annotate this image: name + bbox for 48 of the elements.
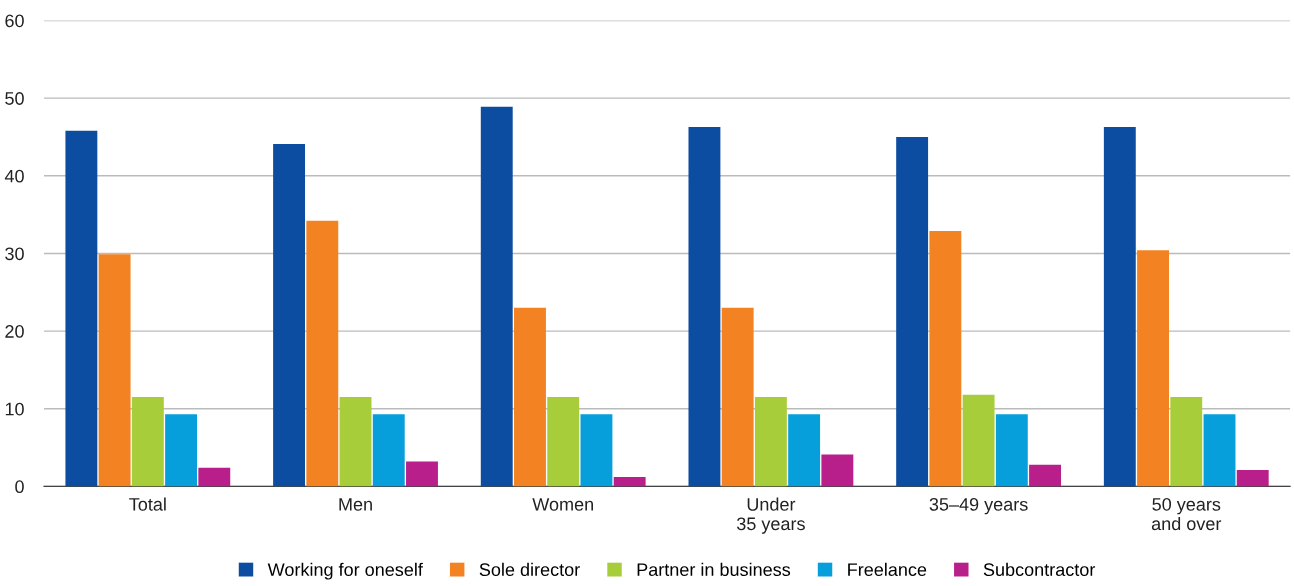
bar [514,307,546,487]
x-tick-label: Men [339,498,372,511]
legend-label: Sole director [479,562,580,577]
bar [273,143,306,487]
y-tick-label: 10 [5,402,24,416]
bar [721,307,754,487]
bar [788,414,821,487]
bar [1029,464,1061,487]
bar [995,414,1028,487]
bar [1170,397,1203,487]
bar [65,130,98,487]
bar [131,397,164,487]
bar [821,454,854,487]
bar [962,394,995,487]
x-tick-label: Under 35 years [736,497,805,534]
bar [198,467,231,487]
bar [165,414,198,487]
x-tick-label: 35–49 years [929,497,1028,515]
bar [580,414,613,487]
y-tick-label: 60 [5,14,24,28]
bar [372,414,405,487]
bar [688,126,721,487]
bar [306,220,339,487]
y-tick-label: 40 [4,169,24,183]
y-tick-label: 30 [5,247,24,261]
x-tick-label: 50 years and over [1151,497,1222,531]
bar [896,136,929,487]
bar [480,106,513,487]
bar [547,397,580,487]
x-tick-label: Women [532,498,593,511]
x-tick-label: Total [129,497,166,511]
bar [613,477,646,487]
legend-label: Subcontractor [983,562,1096,577]
y-tick-label: 50 [5,92,24,105]
legend-label: Working for oneself [267,562,423,580]
bar [1103,126,1136,487]
legend-label: Partner in business [637,562,791,577]
bar [754,397,787,487]
bar [339,397,372,487]
bar [98,254,131,487]
y-tick-label: 20 [5,325,24,338]
bar [406,461,438,487]
bar [1236,470,1269,487]
bar [1137,250,1169,487]
bar [929,230,962,487]
bar [1203,414,1236,487]
legend-label: Freelance [848,562,927,577]
y-tick-label: 0 [15,480,24,494]
